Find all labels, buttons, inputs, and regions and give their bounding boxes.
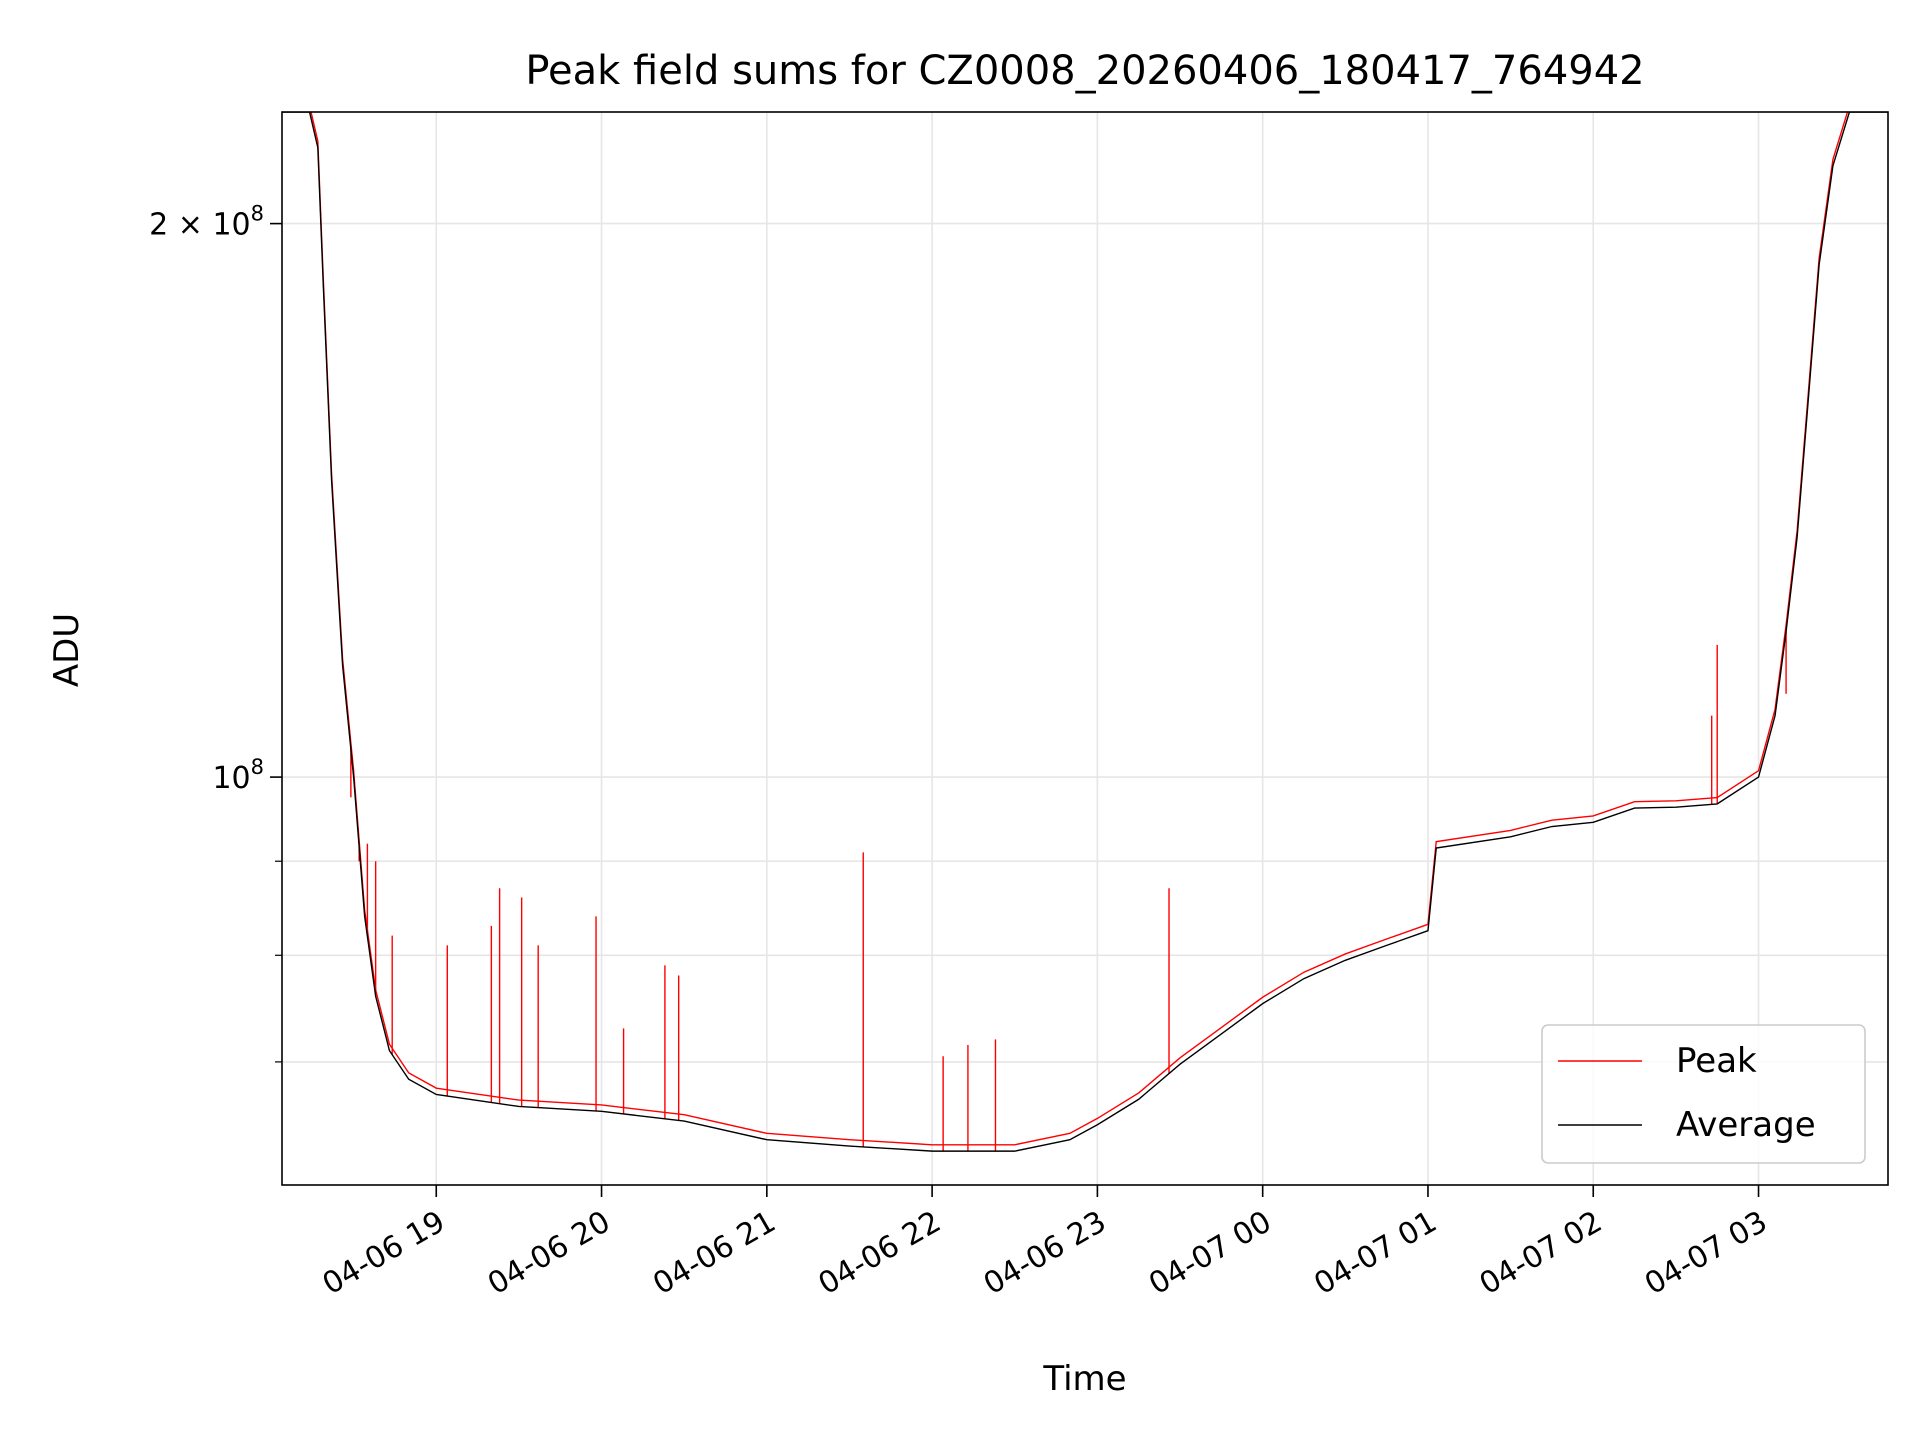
legend-label: Peak — [1676, 1041, 1757, 1081]
series-line-peak — [310, 112, 1849, 1146]
plot-frame — [281, 111, 1889, 1186]
legend-box — [1541, 1024, 1866, 1164]
y-tick-label: 108 — [212, 755, 264, 796]
y-tick-label: 2 × 108 — [149, 202, 264, 243]
grid — [282, 112, 1888, 1185]
series-layer — [282, 112, 1888, 1152]
series-line-average — [282, 112, 1888, 1152]
chart-title: Peak field sums for CZ0008_20260406_1804… — [525, 48, 1644, 94]
legend: Peak Average — [1541, 1024, 1866, 1164]
y-axis-label: ADU — [47, 613, 87, 687]
x-axis-label: Time — [1042, 1359, 1126, 1399]
legend-label: Average — [1676, 1105, 1816, 1145]
